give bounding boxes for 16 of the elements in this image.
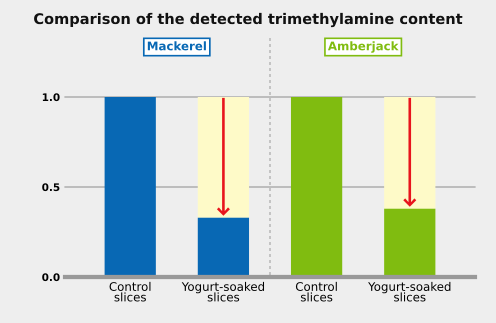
bar	[290, 97, 342, 277]
chart-title: Comparison of the detected trimethylamine content	[34, 12, 462, 28]
y-tick-label: 0.0	[42, 273, 60, 282]
bar	[198, 218, 250, 277]
x-tick-label: Yogurt-soaked slices	[182, 282, 264, 302]
bar	[384, 97, 436, 209]
y-tick-label: 0.5	[42, 183, 60, 192]
x-tick-label: Yogurt-soaked slices	[368, 282, 450, 302]
bar	[104, 97, 156, 277]
text: Mackerel	[148, 41, 206, 50]
text: Amberjack	[328, 41, 399, 53]
bar	[384, 208, 436, 277]
y-tick-label: 1.0	[42, 93, 60, 102]
bar	[198, 97, 250, 218]
x-tick-label: Control slices	[110, 282, 150, 302]
x-tick-label: Control slices	[296, 282, 337, 302]
